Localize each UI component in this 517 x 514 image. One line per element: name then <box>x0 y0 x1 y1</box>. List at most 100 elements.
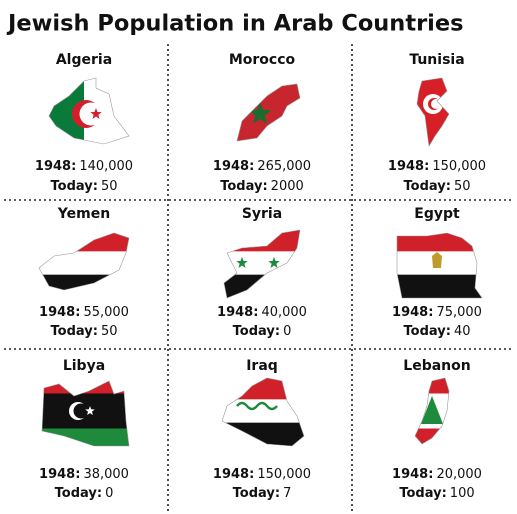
star <box>85 406 95 415</box>
count-today-value: 2000 <box>271 179 304 194</box>
emblem <box>421 396 443 424</box>
count-today-label: Today: <box>233 486 280 501</box>
count-1948-value: 265,000 <box>257 159 311 174</box>
country-name: Egypt <box>414 206 460 222</box>
count-today-value: 0 <box>105 486 113 501</box>
count-1948-label: 1948: <box>213 159 254 174</box>
count-1948-label: 1948: <box>217 305 258 320</box>
map-outline <box>414 377 450 445</box>
count-1948-value: 55,000 <box>83 305 129 320</box>
flag-fill <box>224 230 300 298</box>
title: Jewish Population in Arab Countries <box>6 11 464 37</box>
country-name: Iraq <box>246 358 278 374</box>
flag-fill <box>39 233 129 290</box>
country-name: Morocco <box>229 52 296 68</box>
count-1948: 1948: 265,000 <box>213 159 311 174</box>
count-1948-label: 1948: <box>392 305 433 320</box>
flag-fill <box>222 378 304 446</box>
count-today-label: Today: <box>51 179 98 194</box>
count-today-value: 100 <box>450 486 475 501</box>
map-outline <box>221 377 305 447</box>
count-1948-value: 20,000 <box>436 467 482 482</box>
count-today: Today: 0 <box>55 486 114 501</box>
star <box>248 102 272 124</box>
country-map <box>236 83 301 142</box>
star <box>236 257 248 268</box>
count-1948-value: 140,000 <box>79 159 133 174</box>
emblem <box>432 252 442 268</box>
flag-stripe <box>42 411 129 429</box>
count-today-label: Today: <box>51 324 98 339</box>
count-1948-value: 40,000 <box>261 305 307 320</box>
flag-stripe <box>42 428 129 446</box>
flag-stripe <box>39 233 129 252</box>
country-map <box>414 377 450 445</box>
count-today: Today: 0 <box>233 324 292 339</box>
map-outline <box>236 83 301 142</box>
count-1948-value: 75,000 <box>436 305 482 320</box>
flag-fill <box>237 84 300 141</box>
count-1948-value: 38,000 <box>83 467 129 482</box>
count-today: Today: 40 <box>404 324 471 339</box>
count-1948-label: 1948: <box>39 305 80 320</box>
count-today: Today: 100 <box>399 486 474 501</box>
count-1948: 1948: 20,000 <box>392 467 482 482</box>
country-map <box>221 377 305 447</box>
count-1948: 1948: 38,000 <box>39 467 129 482</box>
count-today-value: 0 <box>283 324 291 339</box>
flag-stripe <box>397 233 482 252</box>
flag-stripe <box>222 422 304 446</box>
count-today-value: 50 <box>101 324 118 339</box>
map-outline <box>396 232 483 299</box>
count-today-label: Today: <box>55 486 102 501</box>
count-1948-value: 150,000 <box>257 467 311 482</box>
country-map <box>41 380 130 447</box>
count-1948: 1948: 40,000 <box>217 305 307 320</box>
country-map <box>48 77 130 145</box>
count-1948-value: 150,000 <box>432 159 486 174</box>
flag-stripe <box>397 274 482 298</box>
emblem <box>236 401 278 411</box>
count-1948: 1948: 75,000 <box>392 305 482 320</box>
count-today-value: 50 <box>101 179 118 194</box>
flag-stripe <box>42 381 129 394</box>
map-outline <box>41 380 130 447</box>
country-map <box>416 77 450 147</box>
flag-stripe <box>415 378 449 394</box>
country-name: Yemen <box>57 206 110 222</box>
flag-fill <box>49 78 129 144</box>
country-map <box>38 232 130 291</box>
country-name: Tunisia <box>409 52 464 68</box>
crescent-cut <box>73 403 89 419</box>
count-1948-label: 1948: <box>392 467 433 482</box>
count-1948: 1948: 150,000 <box>213 467 311 482</box>
map-outline <box>38 232 130 291</box>
flag-stripe <box>224 274 300 298</box>
count-1948: 1948: 55,000 <box>39 305 129 320</box>
count-today: Today: 50 <box>404 179 471 194</box>
country-map <box>223 229 301 299</box>
count-1948-label: 1948: <box>39 467 80 482</box>
crescent-cut <box>79 102 103 126</box>
count-today-label: Today: <box>404 179 451 194</box>
flag-stripe <box>224 251 300 276</box>
flag-stripe <box>222 378 304 400</box>
map-outline <box>416 77 450 147</box>
flag-stripe <box>39 274 129 290</box>
flag-fill <box>417 78 449 146</box>
country-map <box>396 232 483 299</box>
country-name: Libya <box>63 358 105 374</box>
country-name: Algeria <box>56 52 112 68</box>
country-name: Lebanon <box>403 358 470 374</box>
star <box>90 108 102 119</box>
count-today-label: Today: <box>220 179 267 194</box>
count-today: Today: 7 <box>233 486 292 501</box>
count-1948: 1948: 140,000 <box>35 159 133 174</box>
count-1948-label: 1948: <box>388 159 429 174</box>
flag-fill <box>415 378 449 444</box>
flag-stripe <box>42 393 129 412</box>
flag-stripe <box>222 399 304 424</box>
flag-stripe <box>39 251 129 276</box>
